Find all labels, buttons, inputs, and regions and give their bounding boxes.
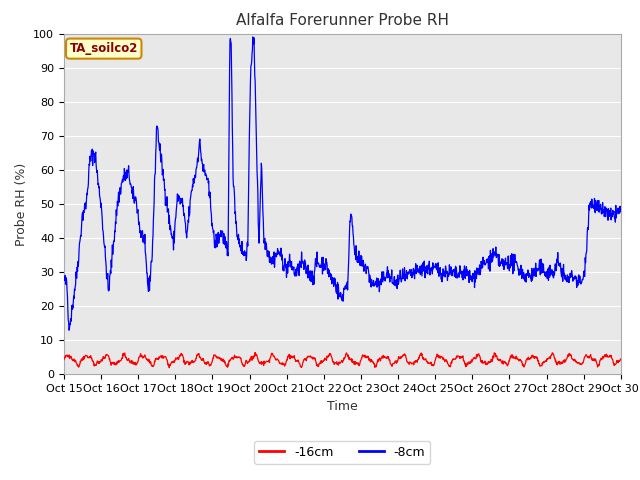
Y-axis label: Probe RH (%): Probe RH (%): [15, 162, 28, 246]
Title: Alfalfa Forerunner Probe RH: Alfalfa Forerunner Probe RH: [236, 13, 449, 28]
Text: TA_soilco2: TA_soilco2: [70, 42, 138, 55]
Legend: -16cm, -8cm: -16cm, -8cm: [254, 441, 430, 464]
X-axis label: Time: Time: [327, 400, 358, 413]
